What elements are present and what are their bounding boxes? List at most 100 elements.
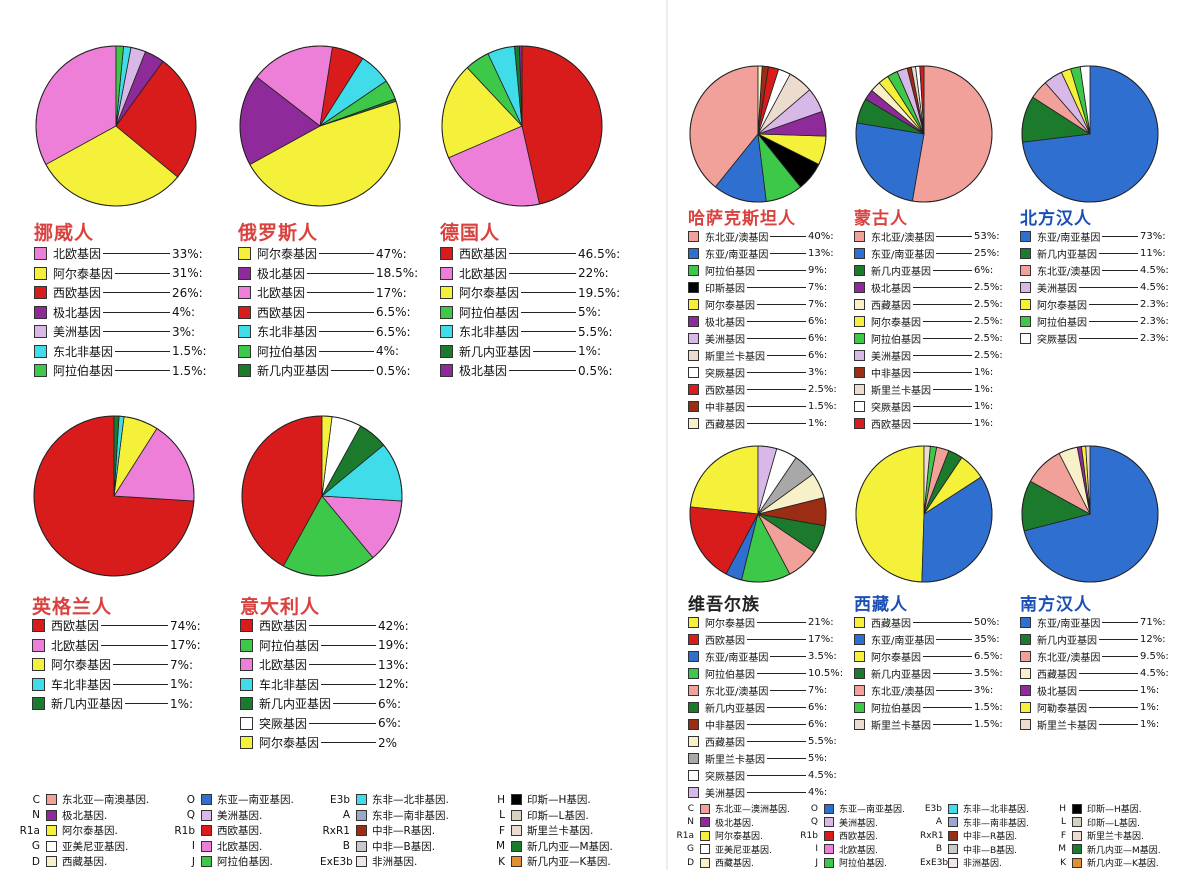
legend-label: 极北基因: [459, 364, 508, 379]
legend-item: 阿拉伯基因 9%:: [688, 262, 837, 279]
legend-item: 阿尔泰基因 31%:: [34, 264, 207, 284]
gene-code: G: [31, 840, 40, 852]
legend-item: 阿拉伯基因 4%:: [238, 342, 418, 362]
legend-value: 9.5%:: [1140, 651, 1169, 662]
legend-item: 新几内亚基因 6%:: [240, 694, 409, 714]
panel-divider: [666, 0, 669, 870]
gene-label: 西欧基因.: [839, 832, 878, 842]
legend-swatch: [1020, 651, 1031, 662]
gene-code: A: [935, 817, 942, 827]
legend-value: 5%:: [578, 305, 602, 320]
legend-swatch: [1020, 231, 1031, 242]
legend-label: 突厥基因: [259, 716, 308, 731]
gene-label: 印斯—H基因.: [1087, 805, 1142, 815]
legend-item: 斯里兰卡基因 6%:: [688, 347, 837, 364]
legend-item: 极北基因 6%:: [688, 313, 837, 330]
gene-label: 东北亚—南澳基因.: [62, 794, 150, 806]
legend-dash: [747, 372, 806, 373]
legend-value: 35%:: [974, 634, 1000, 645]
gene-code: B: [342, 840, 350, 852]
legend-label: 东亚/南亚基因: [1037, 619, 1101, 630]
gene-label: 亚美尼亚基因.: [715, 845, 772, 856]
legend-value: 1.5%:: [974, 719, 1003, 730]
legend-item: 西藏基因 1%:: [688, 415, 837, 432]
legend-dash: [757, 622, 806, 623]
legend-item: 阿拉伯基因 5%:: [440, 303, 620, 323]
gene-key-item: F 斯里兰卡基因.: [1044, 829, 1144, 842]
legend-swatch: [854, 418, 865, 429]
legend-swatch: [688, 634, 699, 645]
gene-code: H: [497, 793, 505, 806]
gene-code: RxR1: [920, 830, 944, 841]
legend-item: 东亚/南亚基因 25%:: [854, 245, 1003, 262]
gene-swatch: [356, 794, 367, 805]
gene-label: 北欧基因.: [217, 840, 263, 853]
legend-swatch: [34, 364, 47, 378]
legend-label: 东亚/南亚基因: [1037, 233, 1101, 244]
legend-item: 东亚/南亚基因 3.5%:: [688, 648, 843, 665]
legend-dash: [923, 707, 972, 708]
legend-label: 西欧基因: [705, 386, 745, 397]
pie-graphic: [239, 45, 401, 207]
legend-label: 阿拉伯基因: [705, 267, 755, 278]
legend-item: 极北基因 4%:: [34, 303, 207, 323]
legend-swatch: [34, 344, 47, 358]
legend-swatch: [34, 305, 47, 319]
legend-label: 新几内亚基因: [705, 704, 765, 715]
legend-value: 5.5%:: [578, 324, 613, 339]
legend-value: 10.5%:: [808, 668, 844, 679]
legend-dash: [747, 639, 806, 640]
chart-legend: 阿尔泰基因 21%: 西欧基因 17%: 东亚/南亚基因 3.5%: 阿拉伯基因 10.5%:…: [688, 614, 843, 801]
legend-label: 西藏基因: [705, 738, 745, 749]
gene-key-item: D 西藏基因.: [10, 854, 107, 869]
legend-item: 阿尔泰基因 19.5%:: [440, 283, 620, 303]
legend-swatch: [688, 384, 699, 395]
gene-swatch: [511, 825, 522, 836]
legend-label: 新几内亚基因: [259, 697, 332, 712]
gene-swatch: [201, 825, 212, 836]
gene-label: 东亚—南亚基因.: [217, 794, 294, 806]
gene-code: L: [1060, 817, 1066, 827]
gene-key-item: RxR1 中非—R基因.: [920, 829, 1017, 842]
legend-dash: [923, 656, 972, 657]
legend-value: 6.5%:: [974, 651, 1003, 662]
legend-value: 1%:: [974, 384, 994, 395]
gene-swatch: [824, 857, 834, 868]
legend-label: 阿尔泰基因: [51, 658, 112, 673]
gene-swatch: [824, 844, 834, 854]
pie-outline: [35, 45, 197, 207]
gene-code: M: [495, 840, 505, 852]
gene-label: 西藏基因.: [715, 859, 754, 869]
legend-swatch: [238, 266, 251, 280]
legend-item: 新几内亚基因 1%:: [440, 342, 620, 362]
gene-label: 中非—R基因.: [372, 825, 436, 837]
pie-outline: [1021, 65, 1159, 203]
legend-swatch: [1020, 617, 1031, 628]
legend-label: 西欧基因: [53, 286, 102, 301]
legend-dash: [1099, 724, 1138, 725]
legend-item: 东北非基因 1.5%:: [34, 342, 207, 362]
legend-value: 2.3%:: [1140, 333, 1169, 344]
chart-title: 意大利人: [240, 596, 321, 618]
legend-item: 突厥基因 1%:: [854, 398, 1003, 415]
legend-value: 0.5%:: [376, 363, 411, 378]
legend-label: 阿尔泰基因: [871, 653, 921, 664]
legend-swatch: [238, 305, 251, 319]
legend-swatch: [240, 677, 253, 691]
legend-label: 新几内亚基因: [257, 364, 330, 379]
gene-swatch: [356, 809, 367, 821]
legend-swatch: [34, 325, 47, 339]
gene-label: 东北亚—澳洲基因.: [715, 805, 790, 815]
legend-label: 西欧基因: [459, 247, 508, 262]
legend-label: 北欧基因: [459, 266, 508, 281]
legend-swatch: [688, 685, 699, 696]
legend-item: 东亚/南亚基因 73%:: [1020, 228, 1169, 245]
pie-graphic: [1021, 65, 1159, 203]
legend-label: 极北基因: [257, 266, 306, 281]
gene-key-item: A 东非—南非基因.: [320, 808, 449, 823]
legend-item: 中非基因 1%:: [854, 364, 1003, 381]
chart-legend: 西欧基因 42%: 阿拉伯基因 19%: 北欧基因 13%: 车北非基因 12%: 新几内亚基因…: [240, 616, 409, 753]
legend-dash: [521, 331, 576, 333]
legend-value: 6%:: [808, 350, 828, 361]
legend-value: 1%:: [808, 418, 828, 429]
